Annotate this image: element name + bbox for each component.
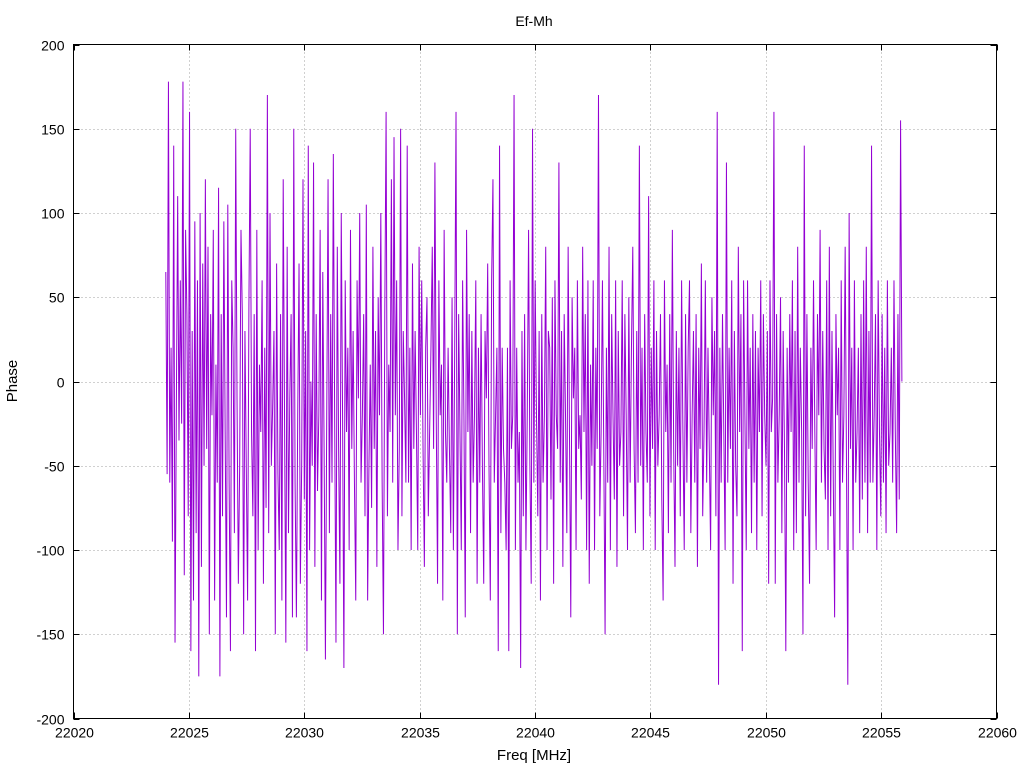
x-tick-label: 22020 <box>55 725 94 741</box>
x-tick-label: 22045 <box>631 725 670 741</box>
x-tick-labels: 22020 22025 22030 22035 22040 22045 22050 22055… <box>55 725 1017 741</box>
x-tick-label: 22035 <box>401 725 440 741</box>
y-axis-title: Phase <box>4 360 21 403</box>
y-tick-label: -100 <box>36 543 64 559</box>
x-tick-label: 22030 <box>285 725 324 741</box>
x-tick-label: 22050 <box>747 725 786 741</box>
phase-series-line <box>165 81 903 685</box>
x-tick-label: 22055 <box>862 725 901 741</box>
x-tick-label: 22040 <box>516 725 555 741</box>
x-tick-label: 22060 <box>978 725 1017 741</box>
y-tick-label: 150 <box>41 122 65 138</box>
series-layer <box>165 81 903 685</box>
y-tick-label: 200 <box>41 38 65 54</box>
x-tick-label: 22025 <box>170 725 209 741</box>
y-tick-label: -50 <box>44 459 64 475</box>
y-tick-label: -150 <box>36 627 64 643</box>
y-tick-labels: -200 -150 -100 -50 0 50 100 150 200 <box>36 38 64 728</box>
chart-title: Ef-Mh <box>515 13 552 29</box>
y-tick-label: -200 <box>36 712 64 728</box>
y-tick-label: 0 <box>57 375 65 391</box>
x-axis-title: Freq [MHz] <box>497 747 571 764</box>
y-tick-label: 50 <box>49 290 65 306</box>
ticks <box>73 44 998 720</box>
y-tick-label: 100 <box>41 206 65 222</box>
